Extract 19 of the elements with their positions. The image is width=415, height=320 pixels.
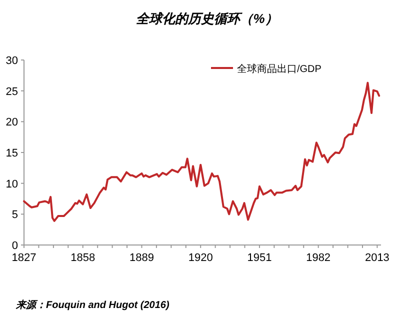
x-tick-label: 1827: [12, 252, 36, 264]
x-tick-label: 1982: [306, 252, 331, 264]
source-note: 来源：Fouquin and Hugot (2016): [15, 299, 170, 311]
line-series: [23, 82, 380, 222]
y-tick-label: 30: [6, 55, 18, 67]
x-tick-label: 1889: [129, 252, 154, 264]
chart-title: 全球化的历史循环（%）: [136, 11, 278, 26]
y-tick-label: 5: [12, 209, 18, 222]
legend-label: 全球商品出口/GDP: [237, 63, 322, 75]
y-tick-label: 20: [6, 116, 18, 129]
x-tick-label: 1920: [188, 252, 213, 264]
x-tick-label: 1951: [247, 252, 272, 264]
y-tick-label: 25: [6, 86, 18, 98]
y-tick-label: 0: [12, 240, 18, 252]
legend: 全球商品出口/GDP: [211, 64, 322, 75]
x-tick-label: 1858: [70, 252, 96, 264]
y-tick-label: 15: [6, 148, 18, 160]
x-tick-label: 2013: [364, 252, 390, 264]
y-tick-label: 10: [6, 178, 18, 190]
